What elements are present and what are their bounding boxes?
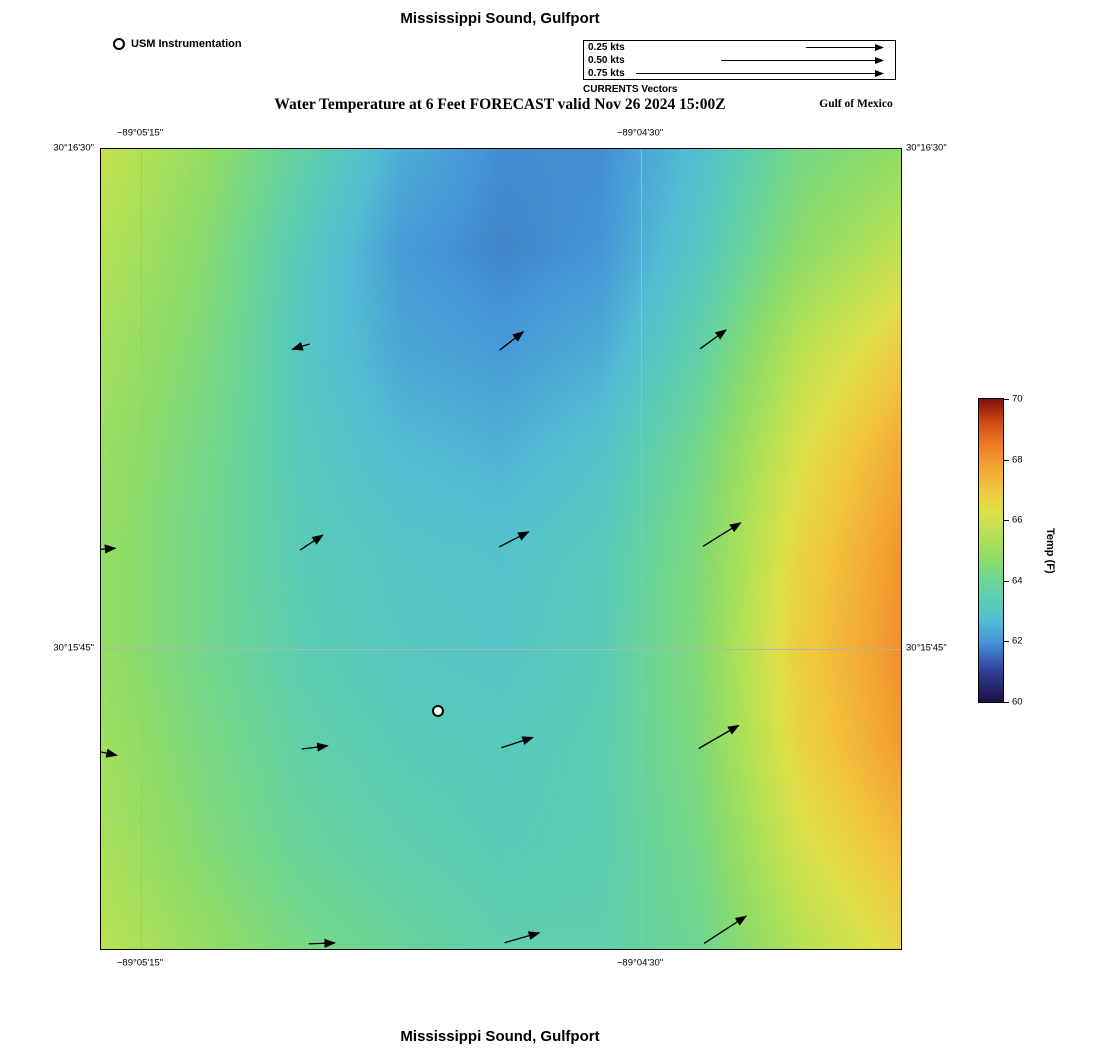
currents-legend-label: 0.75 kts [588, 68, 625, 79]
colorbar-tick-label: 62 [1012, 635, 1023, 647]
scale-arrow-icon [721, 56, 891, 65]
map-title: Water Temperature at 6 Feet FORECAST val… [274, 96, 726, 113]
current-vector-arrow [699, 329, 727, 350]
current-vector-arrow [698, 724, 740, 750]
current-vectors-overlay [101, 329, 748, 948]
gridline-vertical [641, 149, 642, 949]
currents-legend-caption: CURRENTS Vectors [583, 84, 678, 95]
colorbar-tick-label: 64 [1012, 575, 1023, 587]
colorbar-tick [1004, 702, 1009, 703]
y-tick-label-left: 30°16'30" [53, 142, 94, 154]
x-tick-label-top: −89°05'15" [116, 127, 164, 139]
current-vector-arrow [499, 331, 525, 351]
y-tick-label-right: 30°16'30" [906, 142, 947, 154]
scale-arrow-icon [806, 43, 891, 52]
x-tick-label-bottom: −89°04'30" [616, 957, 664, 969]
scale-arrow-icon [636, 69, 891, 78]
gridline-vertical [141, 149, 142, 949]
temperature-map [100, 148, 902, 950]
scale-arrow [721, 57, 884, 64]
current-vector-arrow [702, 522, 742, 547]
colorbar-tick [1004, 399, 1009, 400]
current-vector-arrow [101, 748, 118, 758]
colorbar-title: Temp (F) [1044, 527, 1056, 574]
colorbar-tick [1004, 459, 1009, 461]
currents-scale-legend: 0.25 kts 0.50 kts 0.75 kts [583, 40, 896, 80]
station-marker-icon [113, 38, 125, 50]
y-tick-label-right: 30°15'45" [906, 642, 947, 654]
current-vector-arrow [299, 534, 324, 551]
scale-arrow [806, 44, 884, 51]
region-label: Gulf of Mexico [819, 98, 893, 110]
colorbar-tick [1004, 580, 1009, 582]
temperature-heatmap-canvas [101, 149, 901, 949]
current-vector-arrow [501, 736, 534, 749]
x-tick-label-bottom: −89°05'15" [116, 957, 164, 969]
colorbar-tick [1004, 520, 1009, 522]
page-title: Mississippi Sound, Gulfport [400, 10, 600, 27]
colorbar-tick-label: 60 [1012, 696, 1023, 708]
currents-legend-label: 0.50 kts [588, 55, 625, 66]
colorbar-tick [1004, 641, 1009, 643]
y-tick-label-left: 30°15'45" [53, 642, 94, 654]
current-vector-arrow [301, 742, 329, 752]
instrument-legend: USM Instrumentation [113, 38, 242, 50]
instrument-legend-label: USM Instrumentation [131, 38, 242, 50]
currents-legend-row: 0.25 kts [588, 41, 891, 54]
currents-legend-label: 0.25 kts [588, 42, 625, 53]
gridline-horizontal [101, 649, 901, 650]
current-vector-arrow [291, 341, 310, 351]
usm-station-marker [431, 704, 444, 717]
footer-title: Mississippi Sound, Gulfport [400, 1028, 600, 1045]
colorbar-tick-label: 70 [1012, 393, 1023, 405]
colorbar-tick-label: 68 [1012, 454, 1023, 466]
currents-legend-row: 0.75 kts [588, 67, 891, 80]
currents-legend-row: 0.50 kts [588, 54, 891, 67]
x-tick-label-top: −89°04'30" [616, 127, 664, 139]
current-vector-arrow [101, 544, 117, 554]
colorbar: 60 62 64 66 68 70 [978, 394, 1023, 708]
colorbar-tick-label: 66 [1012, 514, 1023, 526]
current-vector-arrow [308, 938, 337, 948]
current-vector-arrow [703, 915, 748, 944]
current-vector-arrow [498, 531, 530, 548]
current-vector-arrow [504, 931, 541, 944]
scale-arrow [636, 70, 884, 77]
